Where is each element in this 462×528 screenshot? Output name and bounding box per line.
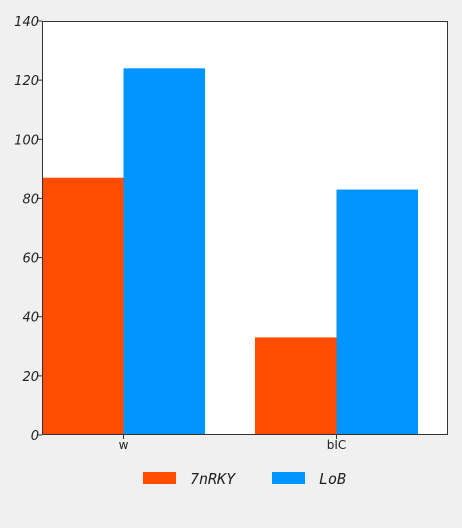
plot-frame: [42, 21, 448, 435]
bar-7nRKY-bIC: [255, 337, 337, 435]
y-axis: 0 20 40 60 80 100 120 140: [14, 15, 42, 444]
legend: 7nRKY LoB: [143, 470, 346, 488]
bar-LoB-w: [123, 68, 205, 436]
x-tick-label: bIC: [327, 438, 347, 452]
y-tick-label: 140: [14, 15, 39, 30]
y-tick-label: 120: [14, 74, 39, 89]
legend-swatch-LoB: [272, 472, 305, 484]
bars-layer: [42, 68, 418, 436]
legend-label: 7nRKY: [190, 470, 236, 488]
y-tick-label: 0: [31, 429, 39, 444]
y-tick-label: 100: [14, 133, 39, 148]
legend-label: LoB: [319, 470, 346, 488]
x-tick-label: w: [119, 438, 129, 452]
y-tick-label: 20: [22, 370, 39, 385]
legend-swatch-7nRKY: [143, 472, 176, 484]
y-tick-label: 60: [22, 252, 39, 267]
bar-7nRKY-w: [42, 177, 124, 435]
y-tick-label: 80: [22, 192, 39, 207]
bar-LoB-bIC: [336, 189, 418, 435]
y-tick-label: 40: [22, 311, 39, 326]
x-axis: w bIC: [119, 435, 347, 452]
